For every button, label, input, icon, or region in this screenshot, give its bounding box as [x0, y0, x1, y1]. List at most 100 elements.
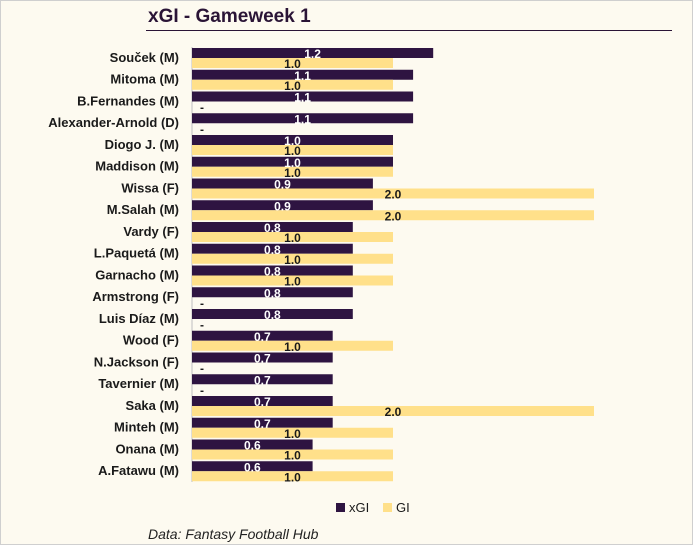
xgi-bar — [192, 69, 414, 80]
xgi-bar — [192, 48, 434, 58]
xgi-bar — [192, 156, 393, 167]
gi-value-label: 2.0 — [385, 405, 402, 419]
gi-bar — [192, 188, 594, 199]
gi-bar — [192, 232, 393, 242]
xgi-value-label: 0.8 — [264, 265, 281, 279]
category-label: Saka (M) — [126, 398, 179, 413]
xgi-value-label: 0.8 — [264, 286, 281, 300]
category-label: Mitoma (M) — [110, 72, 179, 87]
gi-bar — [192, 275, 393, 286]
gi-bar — [192, 406, 594, 416]
xgi-bar — [192, 309, 353, 319]
gi-bar — [192, 449, 393, 460]
gi-value-label: 1.0 — [284, 275, 301, 289]
xgi-bar — [192, 352, 333, 363]
legend-label-gi: GI — [396, 500, 410, 515]
category-label: Alexander-Arnold (D) — [48, 115, 179, 130]
xgi-bar — [192, 265, 353, 276]
category-label: Souček (M) — [110, 50, 179, 65]
xgi-bar — [192, 222, 353, 232]
gi-value-label: 1.0 — [284, 427, 301, 441]
xgi-value-label: 1.2 — [304, 47, 321, 61]
category-label: A.Fatawu (M) — [98, 463, 179, 478]
gi-value-label: 1.0 — [284, 470, 301, 484]
gi-value-label: 1.0 — [284, 340, 301, 354]
legend-swatch-xgi — [336, 503, 345, 512]
xgi-value-label: 1.1 — [294, 112, 311, 126]
category-label: Vardy (F) — [123, 224, 179, 239]
category-label: Wissa (F) — [121, 180, 179, 195]
category-label: Minteh (M) — [114, 420, 179, 435]
gi-bar — [192, 166, 393, 177]
xgi-bar — [192, 113, 414, 124]
gi-value-label: 1.0 — [284, 57, 301, 71]
xgi-value-label: 1.1 — [294, 69, 311, 83]
xgi-value-label: 0.7 — [254, 395, 271, 409]
xgi-value-label: 1.0 — [284, 134, 301, 148]
xgi-bar — [192, 287, 353, 298]
gi-value-label: - — [200, 383, 204, 397]
gi-value-label: - — [200, 318, 204, 332]
gi-value-label: 1.0 — [284, 79, 301, 93]
category-label: Maddison (M) — [95, 159, 179, 174]
gi-bar — [192, 427, 393, 438]
category-label: Armstrong (F) — [92, 289, 179, 304]
gi-value-label: 1.0 — [284, 144, 301, 158]
category-label: B.Fernandes (M) — [77, 93, 179, 108]
xgi-bar — [192, 461, 313, 472]
xgi-value-label: 0.6 — [244, 460, 261, 474]
xgi-bar — [192, 396, 333, 406]
xgi-value-label: 0.6 — [244, 439, 261, 453]
category-label: Tavernier (M) — [98, 376, 179, 391]
xgi-bar — [192, 439, 313, 450]
source-note: Data: Fantasy Football Hub — [148, 526, 319, 542]
gi-value-label: 1.0 — [284, 449, 301, 463]
xgi-bar — [192, 178, 373, 189]
xgi-value-label: 1.0 — [284, 156, 301, 170]
gi-value-label: 1.0 — [284, 166, 301, 180]
category-label: Wood (F) — [123, 333, 179, 348]
title-underline — [146, 30, 672, 31]
category-label: N.Jackson (F) — [94, 354, 179, 369]
category-label: Luis Díaz (M) — [99, 311, 179, 326]
gi-bar — [192, 210, 594, 221]
xgi-bar — [192, 417, 333, 428]
category-label: Diogo J. (M) — [105, 137, 179, 152]
gi-value-label: - — [200, 296, 204, 310]
category-label: M.Salah (M) — [107, 202, 179, 217]
gi-bar — [192, 79, 393, 90]
gi-bar — [192, 253, 393, 264]
xgi-value-label: 0.7 — [254, 330, 271, 344]
gi-bar — [192, 58, 393, 68]
gi-value-label: 1.0 — [284, 253, 301, 267]
xgi-value-label: 0.8 — [264, 221, 281, 235]
legend-swatch-gi — [383, 503, 392, 512]
xgi-bar — [192, 135, 393, 145]
category-label: Garnacho (M) — [95, 267, 179, 282]
xgi-bar — [192, 330, 333, 341]
xgi-value-label: 1.1 — [294, 91, 311, 105]
gi-value-label: 2.0 — [385, 209, 402, 223]
gi-value-label: - — [200, 122, 204, 136]
gi-value-label: 1.0 — [284, 231, 301, 245]
gi-value-label: 2.0 — [385, 188, 402, 202]
xgi-value-label: 0.9 — [274, 199, 291, 213]
gi-bar — [192, 471, 393, 482]
xgi-bar — [192, 200, 373, 211]
xgi-value-label: 0.7 — [254, 373, 271, 387]
category-label: Onana (M) — [115, 441, 179, 456]
xgi-bar — [192, 374, 333, 385]
xgi-value-label: 0.7 — [254, 417, 271, 431]
xgi-bar — [192, 91, 414, 102]
category-label: L.Paquetá (M) — [94, 246, 179, 261]
chart-title: xGI - Gameweek 1 — [148, 6, 311, 27]
gi-value-label: - — [200, 362, 204, 376]
gi-value-label: - — [200, 101, 204, 115]
xgi-value-label: 0.8 — [264, 308, 281, 322]
xgi-value-label: 0.7 — [254, 352, 271, 366]
xgi-bar — [192, 243, 353, 254]
xgi-value-label: 0.8 — [264, 243, 281, 257]
gi-bar — [192, 145, 393, 155]
gi-bar — [192, 340, 393, 351]
